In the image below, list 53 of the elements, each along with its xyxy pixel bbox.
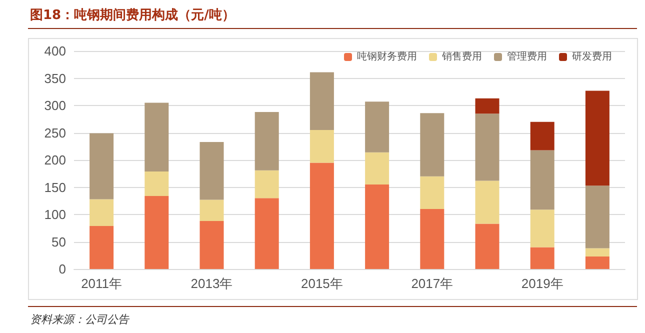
bar	[200, 221, 224, 269]
x-tick-label: 2011年	[81, 276, 122, 291]
bar	[365, 152, 390, 185]
bar	[365, 102, 390, 152]
bar	[420, 113, 444, 176]
bar	[310, 72, 334, 130]
bar	[90, 199, 114, 226]
x-tick-label: 2019年	[521, 276, 564, 291]
bar	[585, 186, 610, 248]
bar	[144, 196, 169, 269]
bar	[530, 150, 554, 210]
y-tick-label: 100	[44, 207, 66, 222]
chart-title: 图18：吨钢期间费用构成（元/吨）	[30, 7, 235, 24]
bar	[310, 130, 334, 163]
x-tick-label: 2017年	[411, 276, 454, 291]
legend-label: 销售费用	[441, 50, 482, 62]
y-tick-label: 350	[44, 70, 66, 86]
legend-label: 吨钢财务费用	[357, 50, 417, 62]
bar	[200, 200, 224, 222]
bar	[585, 256, 610, 269]
bar	[475, 98, 500, 114]
bar	[530, 210, 554, 248]
bar	[420, 209, 444, 269]
bar	[144, 102, 169, 172]
bar	[365, 184, 390, 269]
y-tick-label: 0	[58, 262, 66, 276]
bar	[144, 171, 169, 196]
y-tick-label: 150	[44, 180, 66, 195]
bar	[254, 112, 279, 170]
text: 资料来源：公司公告	[30, 312, 129, 327]
y-tick-label: 250	[44, 125, 66, 140]
y-tick-label: 50	[52, 234, 66, 250]
bar	[585, 90, 610, 186]
legend-label: 管理费用	[507, 50, 547, 62]
y-tick-label: 400	[44, 44, 66, 58]
bar	[475, 180, 500, 224]
x-tick-label: 2015年	[300, 276, 343, 291]
y-tick-label: 200	[44, 152, 66, 168]
bar	[585, 248, 610, 256]
bar	[90, 226, 114, 269]
legend-label: 研发费用	[572, 50, 612, 62]
bar	[254, 198, 279, 269]
bar	[254, 170, 279, 198]
bar	[310, 162, 334, 269]
bar	[90, 133, 114, 200]
bar	[530, 247, 554, 269]
bar	[530, 122, 554, 150]
y-tick-label: 300	[44, 98, 66, 113]
bar	[475, 224, 500, 269]
x-tick-label: 2013年	[190, 276, 233, 291]
bar	[475, 114, 500, 181]
bar	[420, 176, 444, 210]
bar	[200, 142, 224, 200]
